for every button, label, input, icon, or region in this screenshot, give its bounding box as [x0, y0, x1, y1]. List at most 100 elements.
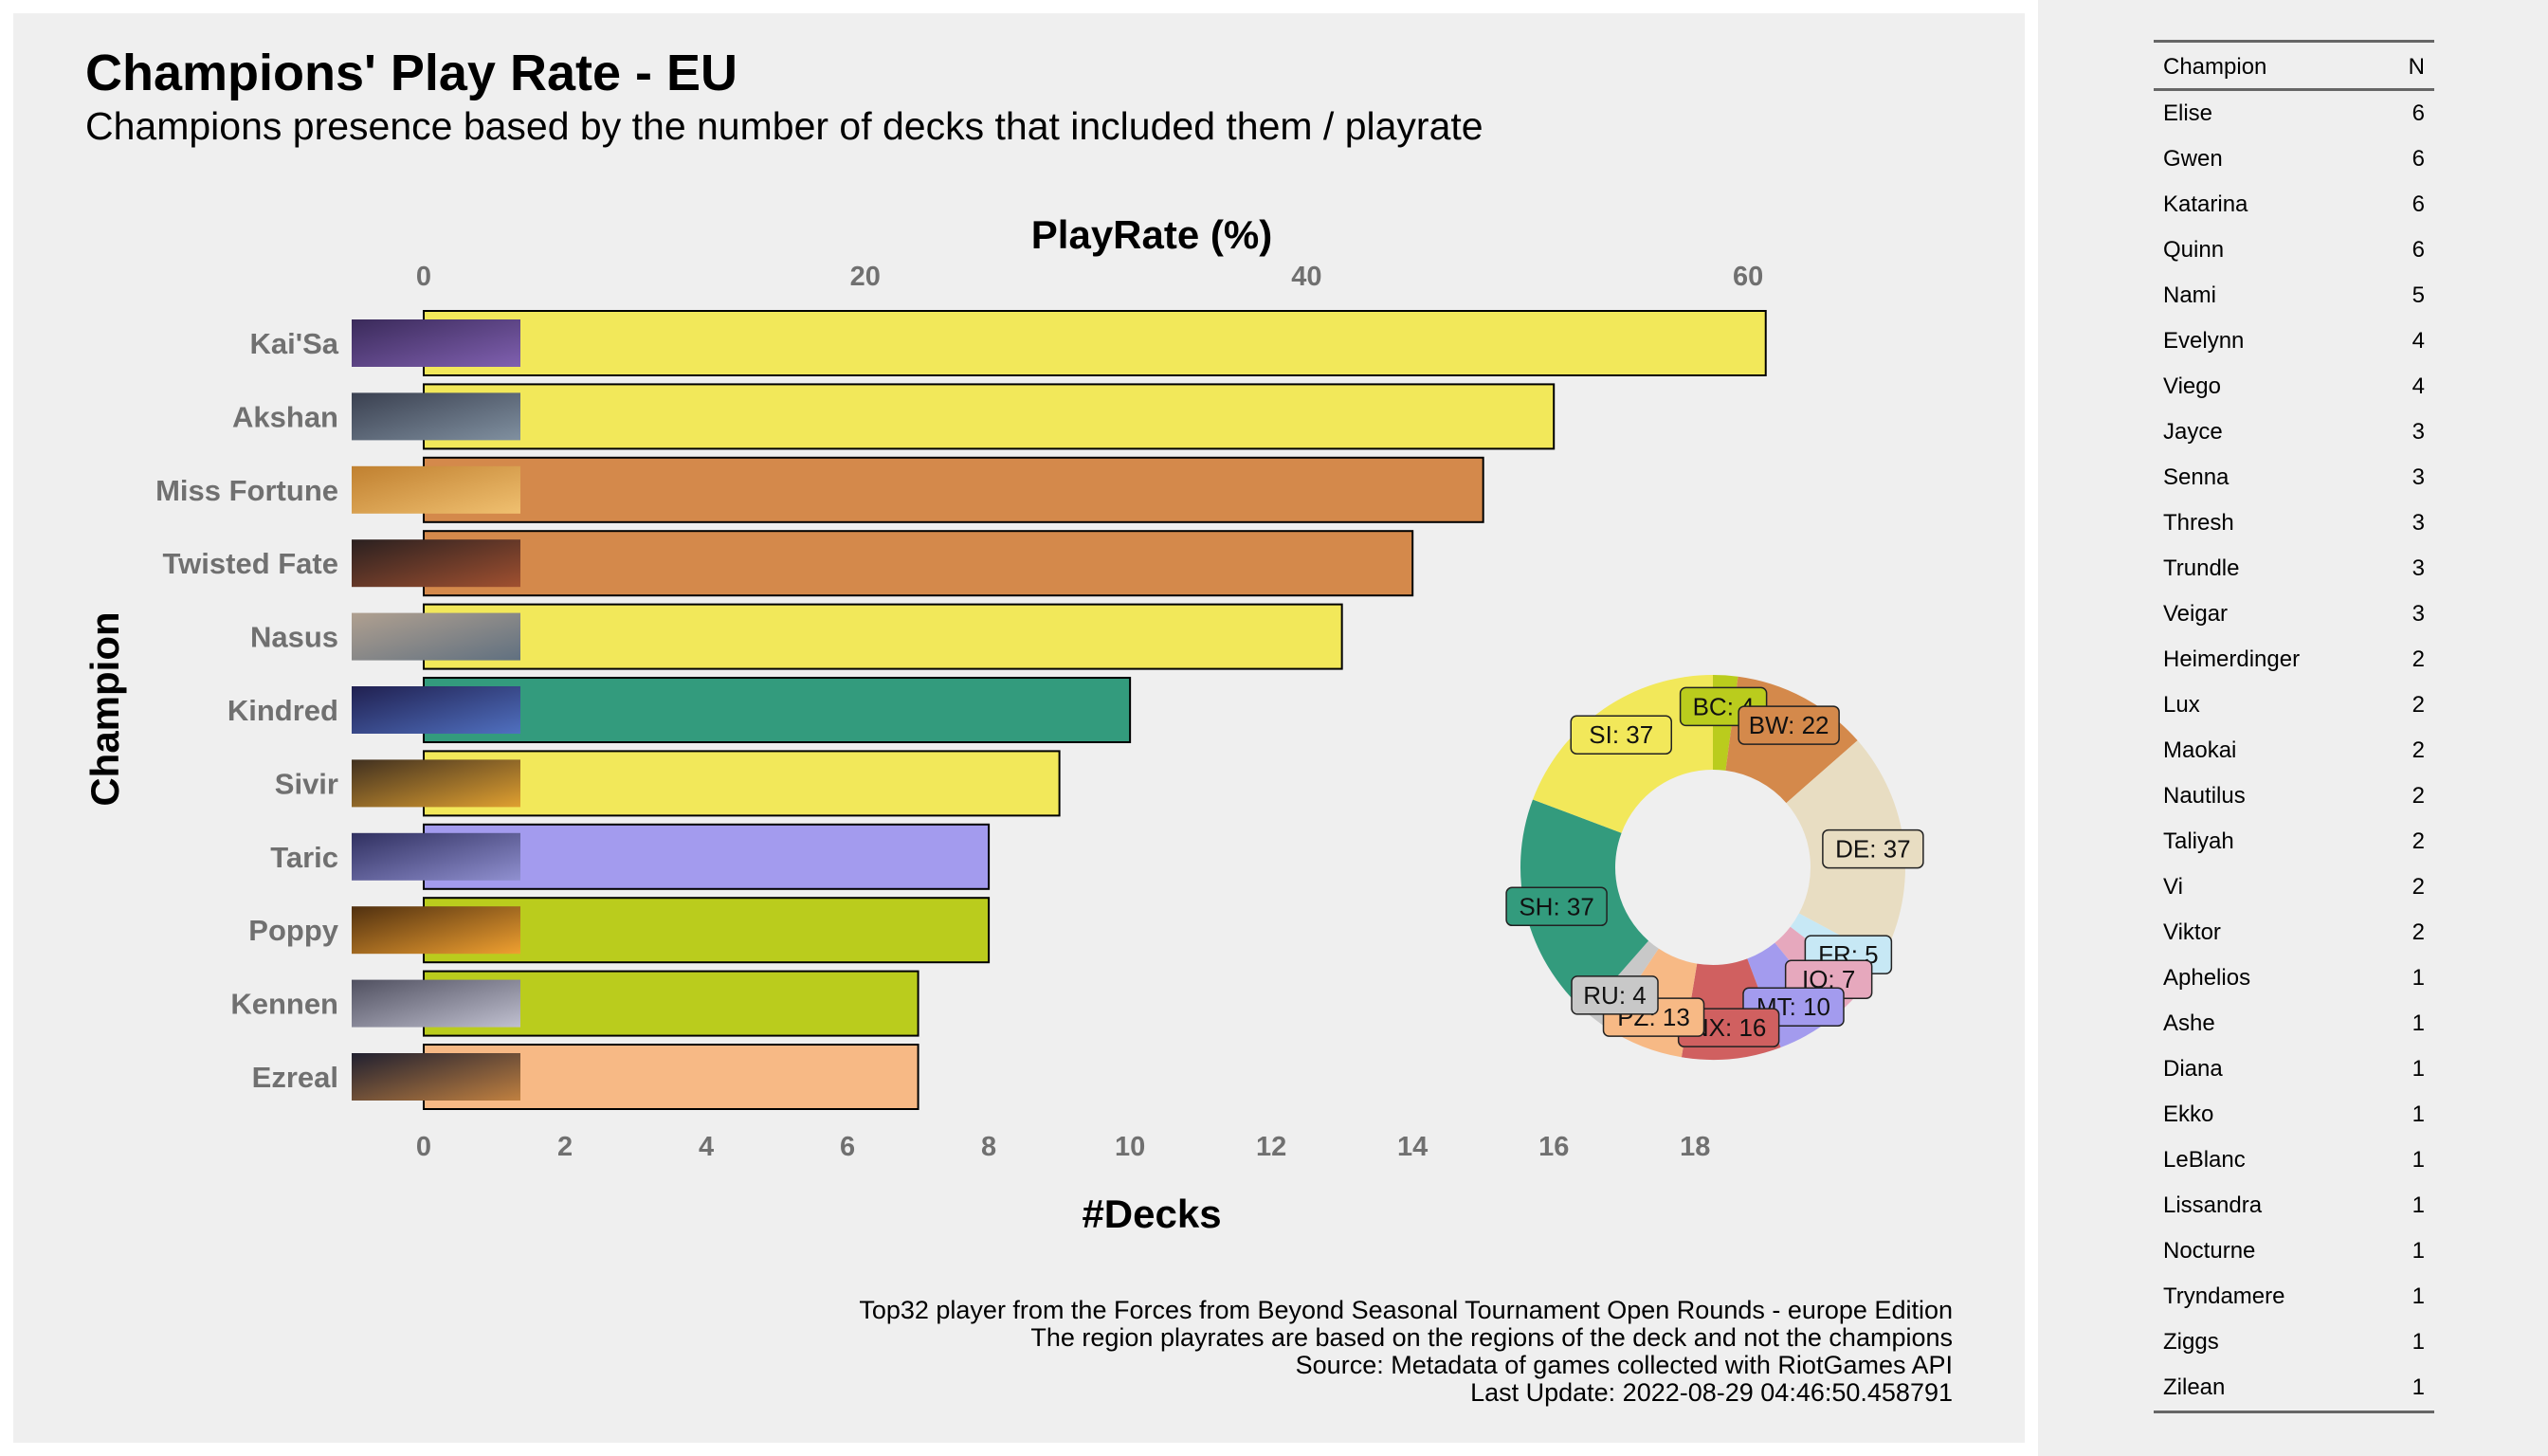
champion-name-cell: Viego: [2163, 373, 2221, 399]
bar: [423, 677, 1132, 743]
champion-thumbnail: [352, 832, 520, 881]
bar: [423, 456, 1484, 523]
champion-count-cell: 1: [2412, 1056, 2425, 1082]
bar: [423, 310, 1767, 376]
table-row: Viego 4: [2154, 364, 2434, 410]
x2-tick-label: 20: [850, 262, 881, 292]
donut-label-box: [1570, 715, 1673, 755]
table-row: Elise 6: [2154, 90, 2434, 137]
champion-count-cell: 6: [2412, 146, 2425, 172]
table-row: Diana 1: [2154, 1046, 2434, 1092]
champion-thumbnail: [352, 906, 520, 955]
x-tick-label: 0: [416, 1132, 431, 1162]
champion-name-cell: Heimerdinger: [2163, 646, 2301, 672]
champion-name-cell: Senna: [2163, 464, 2230, 490]
champion-name-cell: Quinn: [2163, 237, 2225, 263]
champion-name-cell: Diana: [2163, 1056, 2223, 1082]
champion-name-cell: Trundle: [2163, 555, 2240, 581]
table-row: Taliyah 2: [2154, 819, 2434, 864]
champion-count-cell: 4: [2412, 373, 2425, 399]
champion-name-cell: Ekko: [2163, 1101, 2214, 1127]
table-row: Trundle 3: [2154, 546, 2434, 592]
champion-name-cell: Nautilus: [2163, 783, 2246, 809]
champion-name-cell: Veigar: [2163, 601, 2229, 627]
table-row: Vi 2: [2154, 864, 2434, 910]
donut-label-box: [1822, 828, 1924, 869]
champion-thumbnail: [352, 465, 520, 514]
table-row: Nautilus 2: [2154, 774, 2434, 819]
donut-label: SH: 37: [1519, 892, 1594, 920]
category-label: Akshan: [232, 400, 338, 433]
champion-count-cell: 2: [2412, 919, 2425, 945]
champion-name-cell: Aphelios: [2163, 965, 2251, 991]
category-label: Sivir: [275, 767, 338, 800]
champion-name-cell: Vi: [2163, 874, 2183, 900]
table-row: Thresh 3: [2154, 500, 2434, 546]
x-tick-label: 14: [1397, 1132, 1428, 1162]
champion-name-cell: Jayce: [2163, 419, 2223, 445]
champion-count-cell: 4: [2412, 328, 2425, 354]
x-tick-label: 16: [1538, 1132, 1569, 1162]
donut-label-box: [1738, 705, 1840, 745]
champion-thumbnail: [352, 686, 520, 734]
champion-count-cell: 3: [2412, 464, 2425, 490]
champion-count-cell: 1: [2412, 1238, 2425, 1264]
column-header-n: N: [2382, 40, 2434, 91]
champion-name-cell: Elise: [2163, 100, 2213, 126]
chart-title: Champions' Play Rate - EU: [85, 45, 737, 101]
category-label: Kennen: [230, 988, 338, 1021]
x-axis-title: #Decks: [1082, 1192, 1221, 1236]
champion-count-cell: 1: [2412, 1283, 2425, 1309]
x2-tick-label: 60: [1733, 262, 1763, 292]
champion-count-cell: 5: [2412, 282, 2425, 308]
champion-count-cell: 3: [2412, 510, 2425, 536]
champion-name-cell: Evelynn: [2163, 328, 2245, 354]
champion-count-cell: 1: [2382, 1365, 2434, 1413]
champion-count-cell: 1: [2412, 1147, 2425, 1173]
bar: [423, 750, 1061, 817]
bar: [423, 383, 1556, 450]
champion-name-cell: LeBlanc: [2163, 1147, 2246, 1173]
category-label: Twisted Fate: [163, 547, 338, 580]
champion-name-cell: Katarina: [2163, 191, 2248, 217]
table-row: Lux 2: [2154, 682, 2434, 728]
champion-count-cell: 6: [2412, 237, 2425, 263]
x-tick-label: 10: [1115, 1132, 1145, 1162]
table-row: Katarina 6: [2154, 182, 2434, 228]
champion-count-cell: 2: [2412, 874, 2425, 900]
category-label: Kai'Sa: [249, 327, 338, 360]
bar-and-donut-chart: Kai'Sa Akshan Miss Fortune Twisted Fate Nasu…: [82, 212, 1924, 1236]
x2-tick-label: 0: [416, 262, 431, 292]
table-row: Nami 5: [2154, 273, 2434, 318]
table-row: Viktor 2: [2154, 910, 2434, 956]
caption-line: Source: Metadata of games collected with…: [1295, 1351, 1953, 1379]
champion-thumbnail: [352, 759, 520, 808]
champion-name-cell: Gwen: [2163, 146, 2223, 172]
champion-count-cell: 3: [2412, 419, 2425, 445]
champion-thumbnail: [352, 319, 520, 367]
column-header-champion: Champion: [2154, 40, 2383, 91]
champion-thumbnail: [352, 979, 520, 1028]
chart-caption: Top32 player from the Forces from Beyond…: [664, 1297, 1953, 1407]
category-label: Poppy: [248, 914, 338, 947]
category-label: Miss Fortune: [155, 474, 338, 507]
table-row: Ziggs 1: [2154, 1320, 2434, 1365]
champion-name-cell: Maokai: [2163, 737, 2237, 763]
champion-name-cell: Lissandra: [2163, 1192, 2263, 1218]
champion-name-cell: Nami: [2163, 282, 2217, 308]
champion-count-cell: 3: [2412, 555, 2425, 581]
champion-thumbnail: [352, 392, 520, 441]
table-row: Quinn 6: [2154, 228, 2434, 273]
champion-name-cell: Viktor: [2163, 919, 2221, 945]
bar: [423, 530, 1414, 597]
table-row: Ekko 1: [2154, 1092, 2434, 1138]
donut-label: BW: 22: [1749, 711, 1829, 739]
category-label: Taric: [270, 841, 338, 874]
y-axis-title: Champion: [82, 611, 127, 806]
champion-count-cell: 1: [2412, 1192, 2425, 1218]
champion-name-cell: Ashe: [2163, 1010, 2215, 1036]
bar: [423, 603, 1343, 670]
champion-thumbnail: [352, 539, 520, 588]
table-row: Heimerdinger 2: [2154, 637, 2434, 682]
caption-line: The region playrates are based on the re…: [1030, 1323, 1953, 1352]
